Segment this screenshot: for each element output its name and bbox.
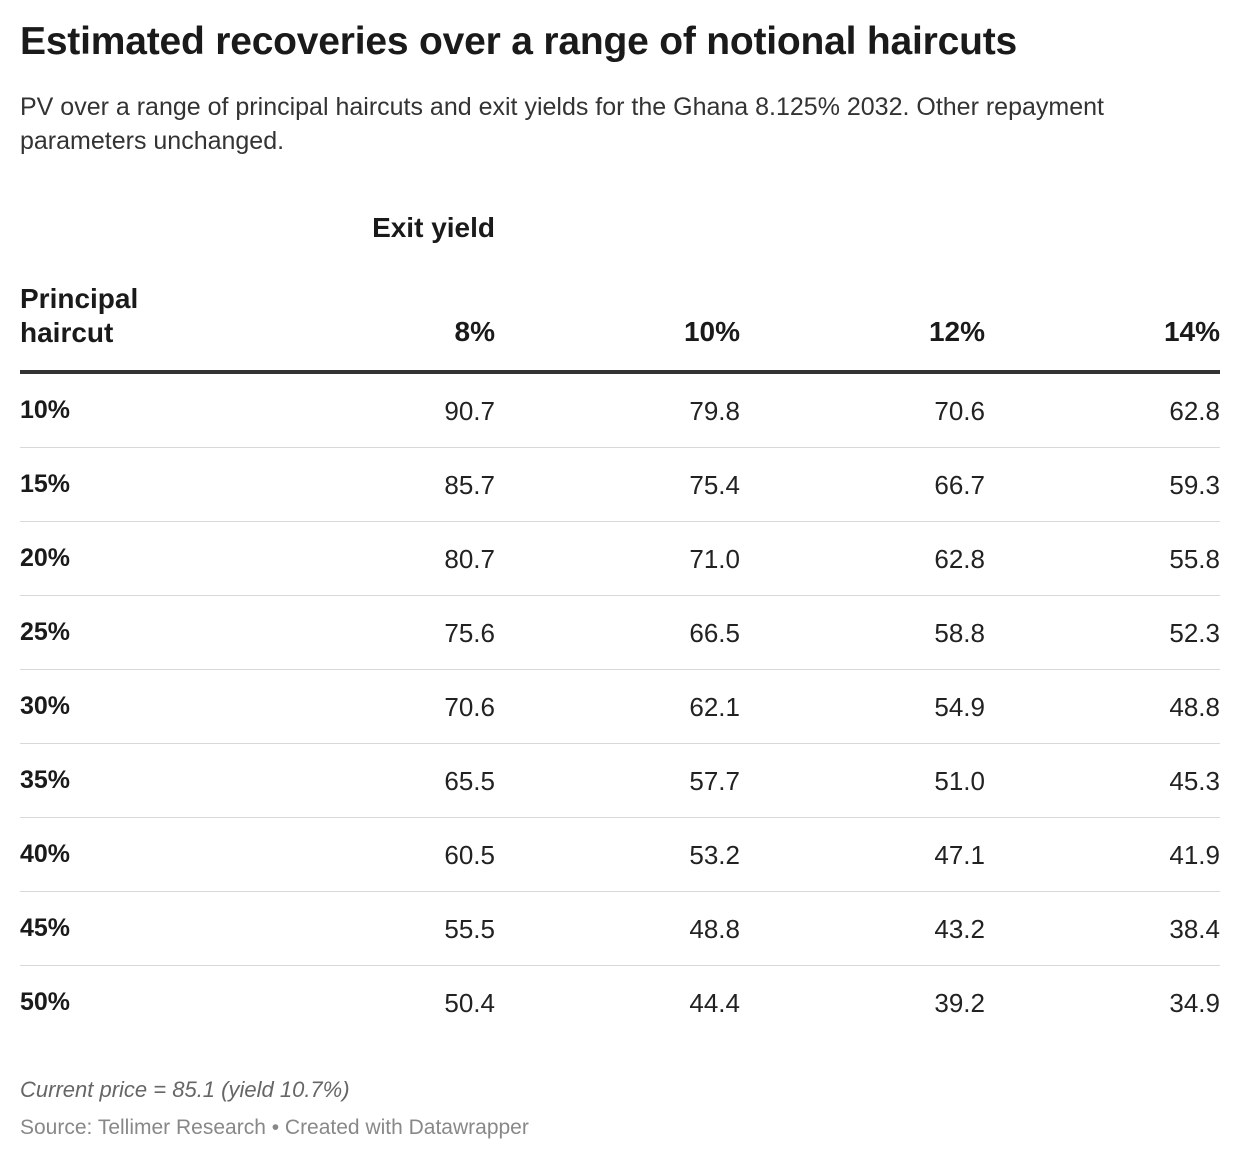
table-cell: 54.9 bbox=[934, 692, 985, 722]
table-cell: 43.2 bbox=[934, 914, 985, 944]
table-cell: 62.8 bbox=[1169, 396, 1220, 426]
table-cell: 51.0 bbox=[934, 766, 985, 796]
table-body: 10% 90.7 79.8 70.6 62.8 15% 85.7 75.4 66.7 59.3 20… bbox=[20, 374, 1220, 1039]
row-label: 10% bbox=[20, 396, 71, 424]
row-label: 30% bbox=[20, 692, 71, 720]
table-cell: 80.7 bbox=[444, 544, 495, 574]
source-credit: Source: Tellimer Research • Created with… bbox=[20, 1116, 529, 1139]
row-label: 20% bbox=[20, 544, 71, 572]
table-cell: 71.0 bbox=[689, 544, 740, 574]
table-cell: 34.9 bbox=[1169, 988, 1220, 1018]
column-group-header: Exit yield bbox=[372, 212, 495, 243]
table-cell: 75.4 bbox=[689, 470, 740, 500]
table-row: 20% 80.7 71.0 62.8 55.8 bbox=[20, 522, 1220, 596]
table-row: 25% 75.6 66.5 58.8 52.3 bbox=[20, 596, 1220, 670]
table-row: 45% 55.5 48.8 43.2 38.4 bbox=[20, 892, 1220, 966]
column-header: 8% bbox=[454, 316, 495, 347]
table-cell: 38.4 bbox=[1169, 914, 1220, 944]
table-cell: 70.6 bbox=[444, 692, 495, 722]
row-label: 25% bbox=[20, 618, 71, 646]
table-cell: 50.4 bbox=[444, 988, 495, 1018]
table-row: 30% 70.6 62.1 54.9 48.8 bbox=[20, 670, 1220, 744]
data-table: Exit yield Principal haircut 8% 10% 12% … bbox=[20, 200, 1220, 1039]
table-cell: 90.7 bbox=[444, 396, 495, 426]
table-cell: 57.7 bbox=[689, 766, 740, 796]
column-group-header-row: Exit yield bbox=[20, 200, 1220, 270]
table-cell: 55.8 bbox=[1169, 544, 1220, 574]
table-cell: 55.5 bbox=[444, 914, 495, 944]
table-cell: 85.7 bbox=[444, 470, 495, 500]
table-cell: 75.6 bbox=[444, 618, 495, 648]
chart-subtitle: PV over a range of principal haircuts an… bbox=[20, 93, 1104, 155]
table-cell: 53.2 bbox=[689, 840, 740, 870]
chart-title: Estimated recoveries over a range of not… bbox=[20, 20, 1018, 63]
column-header-row: Principal haircut 8% 10% 12% 14% bbox=[20, 270, 1220, 374]
table-cell: 65.5 bbox=[444, 766, 495, 796]
table-cell: 52.3 bbox=[1169, 618, 1220, 648]
table-cell: 47.1 bbox=[934, 840, 985, 870]
column-header: 12% bbox=[928, 316, 985, 347]
table-row: 40% 60.5 53.2 47.1 41.9 bbox=[20, 818, 1220, 892]
table-row: 10% 90.7 79.8 70.6 62.8 bbox=[20, 374, 1220, 448]
table-cell: 44.4 bbox=[689, 988, 740, 1018]
column-header: 14% bbox=[1163, 316, 1220, 347]
row-label: 15% bbox=[20, 470, 71, 498]
table-cell: 45.3 bbox=[1169, 766, 1220, 796]
table-cell: 59.3 bbox=[1169, 470, 1220, 500]
table-cell: 60.5 bbox=[444, 840, 495, 870]
row-header-label: Principal haircut bbox=[20, 283, 139, 348]
table-row: 15% 85.7 75.4 66.7 59.3 bbox=[20, 448, 1220, 522]
table-cell: 62.8 bbox=[934, 544, 985, 574]
table-cell: 58.8 bbox=[934, 618, 985, 648]
table-cell: 62.1 bbox=[689, 692, 740, 722]
column-header: 10% bbox=[683, 316, 740, 347]
table-cell: 66.7 bbox=[934, 470, 985, 500]
table-cell: 41.9 bbox=[1169, 840, 1220, 870]
row-label: 35% bbox=[20, 766, 71, 794]
table-cell: 48.8 bbox=[689, 914, 740, 944]
row-label: 40% bbox=[20, 840, 71, 868]
footnote: Current price = 85.1 (yield 10.7%) bbox=[20, 1077, 350, 1102]
table-cell: 39.2 bbox=[934, 988, 985, 1018]
table-cell: 66.5 bbox=[689, 618, 740, 648]
table-row: 50% 50.4 44.4 39.2 34.9 bbox=[20, 966, 1220, 1039]
table-cell: 48.8 bbox=[1169, 692, 1220, 722]
table-cell: 70.6 bbox=[934, 396, 985, 426]
row-label: 50% bbox=[20, 988, 71, 1016]
table-cell: 79.8 bbox=[689, 396, 740, 426]
table-row: 35% 65.5 57.7 51.0 45.3 bbox=[20, 744, 1220, 818]
row-label: 45% bbox=[20, 914, 71, 942]
